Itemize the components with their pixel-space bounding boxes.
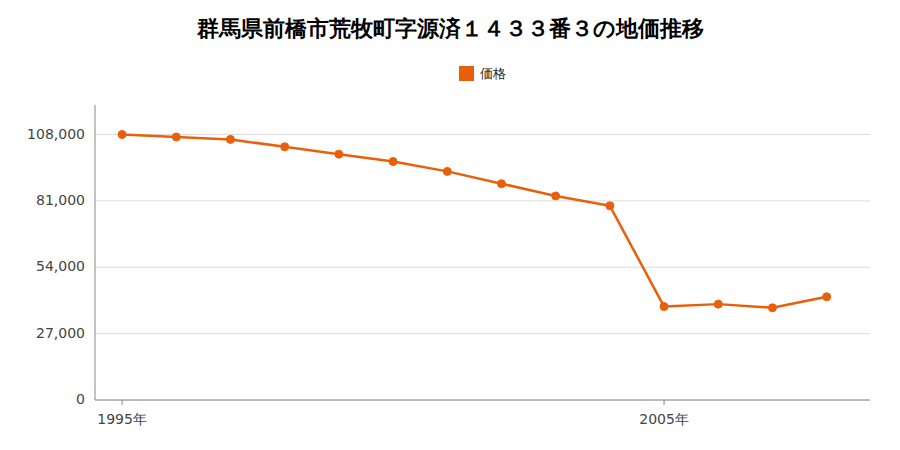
data-point <box>443 167 451 175</box>
y-tick-label: 0 <box>76 391 85 407</box>
x-tick-label: 1995年 <box>97 411 147 427</box>
data-point <box>823 293 831 301</box>
legend: 価格 <box>459 66 506 82</box>
data-point <box>226 135 234 143</box>
chart-svg: 群馬県前橋市荒牧町字源済１４３３番３の地価推移 0 27,000 54,000 81,0… <box>0 0 900 450</box>
y-axis-line <box>95 105 96 400</box>
grid-line <box>95 200 870 201</box>
data-point <box>714 300 722 308</box>
x-tick-label: 2005年 <box>639 411 689 427</box>
series-line <box>122 135 827 308</box>
data-point <box>281 143 289 151</box>
data-point <box>497 180 505 188</box>
plot-area <box>118 131 831 312</box>
grid-line <box>95 267 870 268</box>
legend-label: 価格 <box>480 66 506 81</box>
grid-line <box>95 400 870 401</box>
y-tick-label: 27,000 <box>36 325 85 341</box>
x-axis-line <box>95 400 870 401</box>
y-tick-label: 108,000 <box>27 126 85 142</box>
data-point <box>118 131 126 139</box>
data-point <box>660 303 668 311</box>
axes: 0 27,000 54,000 81,000 108,000 1995年 2005年 <box>27 105 870 427</box>
x-tick <box>664 400 665 405</box>
data-point <box>552 192 560 200</box>
legend-swatch <box>459 66 474 81</box>
data-point <box>172 133 180 141</box>
y-tick-label: 54,000 <box>36 258 85 274</box>
grid-line <box>95 134 870 135</box>
data-point <box>606 202 614 210</box>
data-point <box>335 150 343 158</box>
x-tick <box>122 400 123 405</box>
legend-item: 価格 <box>459 66 506 82</box>
data-point <box>389 158 397 166</box>
grid-line <box>95 333 870 334</box>
y-tick-label: 81,000 <box>36 192 85 208</box>
data-point <box>768 304 776 312</box>
chart-container: 群馬県前橋市荒牧町字源済１４３３番３の地価推移 0 27,000 54,000 81,0… <box>0 0 900 450</box>
chart-title: 群馬県前橋市荒牧町字源済１４３３番３の地価推移 <box>196 16 704 41</box>
